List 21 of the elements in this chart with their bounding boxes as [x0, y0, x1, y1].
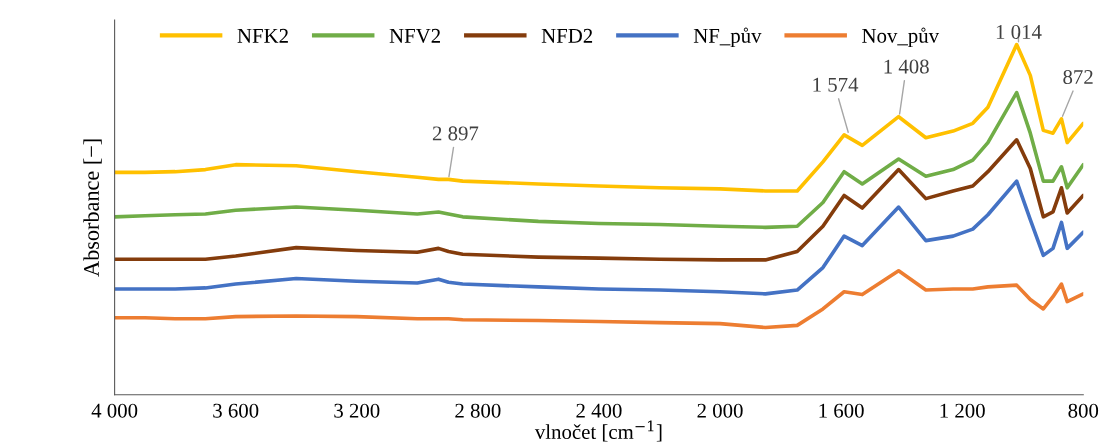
x-tick-label: 800	[1068, 403, 1099, 418]
annotation: 872	[1063, 69, 1093, 85]
x-tick-label: 3 200	[334, 403, 380, 418]
x-tick-label: 3 600	[213, 403, 259, 418]
x-tick-label: 1 600	[819, 403, 864, 418]
legend-label: Nov_pův	[862, 27, 940, 48]
x-tick-label: 1 200	[940, 403, 985, 418]
legend-label: NFD2	[541, 28, 593, 43]
x-axis-title: vlnočet [cm$^{−1}$]	[534, 420, 662, 442]
y-axis-title: Absorbance [−]	[83, 139, 102, 277]
annotation: 2 897	[432, 126, 479, 141]
annotation: 1 574	[813, 77, 859, 92]
x-tick-label: 2 400	[576, 403, 622, 418]
annotation: 1 014	[996, 24, 1042, 39]
annotation: 1 408	[884, 59, 929, 74]
legend-label: NFK2	[237, 28, 288, 43]
x-tick-label: 2 800	[455, 403, 501, 418]
legend-label: NFV2	[389, 28, 440, 43]
x-tick-label: 4 000	[91, 403, 138, 418]
legend-label: NF_pův	[693, 27, 762, 48]
x-tick-label: 2 000	[697, 403, 743, 418]
